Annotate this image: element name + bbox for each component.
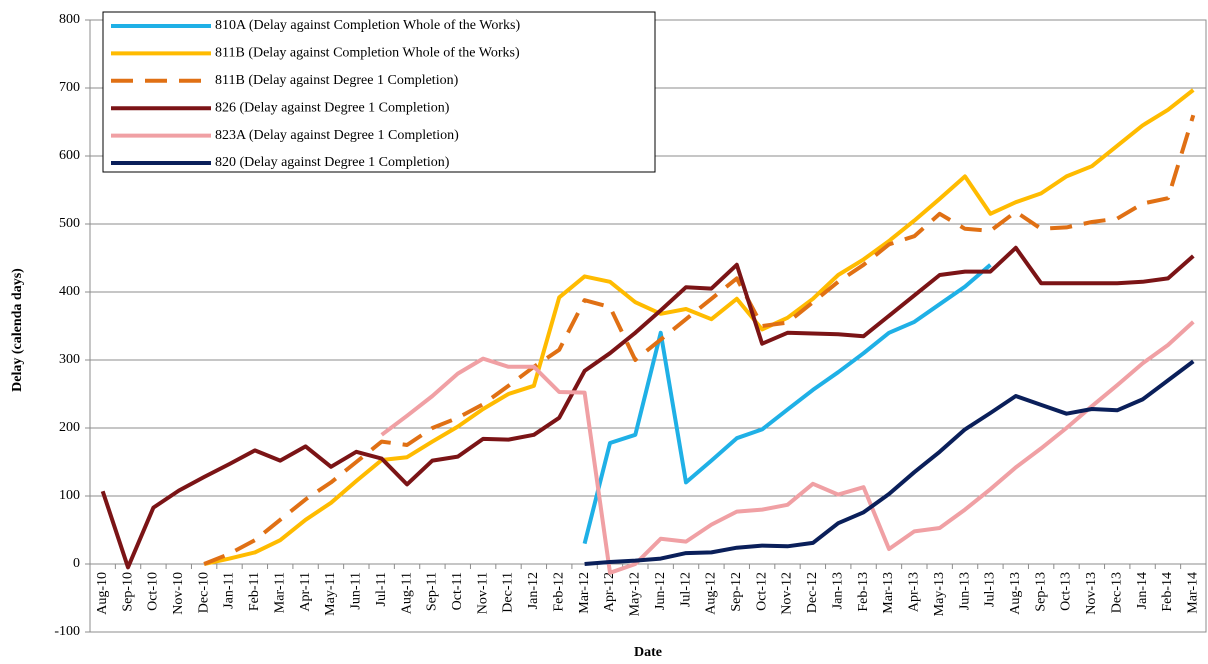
x-tick-label: Jan-12 <box>526 572 541 609</box>
series-line <box>203 114 1196 566</box>
x-tick-label: Oct-12 <box>754 572 769 611</box>
x-tick-label: Jul-11 <box>374 572 389 606</box>
x-tick-label: Sep-13 <box>1033 572 1048 612</box>
legend-label: 823A (Delay against Degree 1 Completion) <box>215 128 459 143</box>
series-line <box>582 263 992 545</box>
y-tick-label: 200 <box>59 420 80 435</box>
x-tick-label: Feb-11 <box>247 572 262 611</box>
x-tick-label: Dec-12 <box>805 572 820 613</box>
y-tick-label: 600 <box>59 148 80 163</box>
x-tick-label: Aug-10 <box>95 572 110 615</box>
x-tick-label: Aug-13 <box>1008 572 1023 615</box>
legend-label: 811B (Delay against Completion Whole of … <box>215 46 520 61</box>
x-tick-label: Jul-12 <box>678 572 693 607</box>
x-tick-label: Nov-12 <box>780 572 795 615</box>
y-axis-title: Delay (calenda days) <box>10 268 25 392</box>
y-tick-label: 700 <box>59 80 80 95</box>
x-tick-label: Mar-12 <box>577 572 592 614</box>
x-tick-label: Nov-11 <box>475 572 490 614</box>
y-tick-label: 300 <box>59 352 80 367</box>
series-line <box>380 320 1195 575</box>
series-line <box>203 88 1195 566</box>
x-tick-label: Sep-12 <box>729 572 744 612</box>
x-tick-label: May-13 <box>932 572 947 616</box>
x-tick-label: Aug-12 <box>704 572 719 615</box>
x-tick-label: Jan-11 <box>222 572 237 609</box>
legend-box <box>102 11 656 173</box>
x-tick-label: Dec-10 <box>196 572 211 613</box>
legend-label: 826 (Delay against Degree 1 Completion) <box>215 100 450 115</box>
x-tick-label: Oct-10 <box>146 572 161 611</box>
x-tick-label: Jun-12 <box>653 572 668 610</box>
x-tick-label: Apr-13 <box>907 572 922 612</box>
x-tick-label: Jan-13 <box>830 572 845 609</box>
x-tick-label: Feb-14 <box>1160 572 1175 612</box>
legend-label: 810A (Delay against Completion Whole of … <box>215 18 520 33</box>
x-tick-label: Mar-14 <box>1186 572 1201 614</box>
y-tick-label: -100 <box>54 624 80 639</box>
x-tick-label: Apr-12 <box>602 572 617 612</box>
legend-label: 811B (Delay against Degree 1 Completion) <box>215 73 459 88</box>
x-tick-label: Jul-13 <box>983 572 998 607</box>
x-tick-label: Sep-11 <box>425 572 440 611</box>
x-tick-label: Apr-11 <box>298 572 313 612</box>
x-tick-label: Mar-13 <box>881 572 896 614</box>
x-tick-label: Aug-11 <box>399 572 414 614</box>
x-tick-label: Sep-10 <box>120 572 135 612</box>
y-tick-label: 800 <box>59 12 80 27</box>
x-tick-label: May-11 <box>323 572 338 616</box>
x-tick-label: Feb-13 <box>856 572 871 612</box>
x-tick-label: Dec-13 <box>1109 572 1124 613</box>
series-line <box>584 359 1195 566</box>
x-tick-label: Nov-13 <box>1084 572 1099 615</box>
x-tick-label: Nov-10 <box>171 572 186 615</box>
x-tick-label: Jun-11 <box>349 572 364 610</box>
y-tick-label: 100 <box>59 488 80 503</box>
x-tick-label: Oct-11 <box>450 572 465 610</box>
x-tick-label: Jun-13 <box>957 572 972 610</box>
x-tick-label: May-12 <box>628 572 643 616</box>
x-tick-label: Jan-14 <box>1135 572 1150 609</box>
y-tick-label: 500 <box>59 216 80 231</box>
x-tick-label: Mar-11 <box>272 572 287 613</box>
x-tick-label: Oct-13 <box>1059 572 1074 611</box>
x-tick-label: Feb-12 <box>551 572 566 612</box>
legend-label: 820 (Delay against Degree 1 Completion) <box>215 155 450 170</box>
x-axis-title: Date <box>634 645 662 660</box>
x-tick-label: Dec-11 <box>501 572 516 613</box>
y-tick-label: 400 <box>59 284 80 299</box>
series-line <box>100 245 1195 570</box>
y-tick-label: 0 <box>73 556 80 571</box>
